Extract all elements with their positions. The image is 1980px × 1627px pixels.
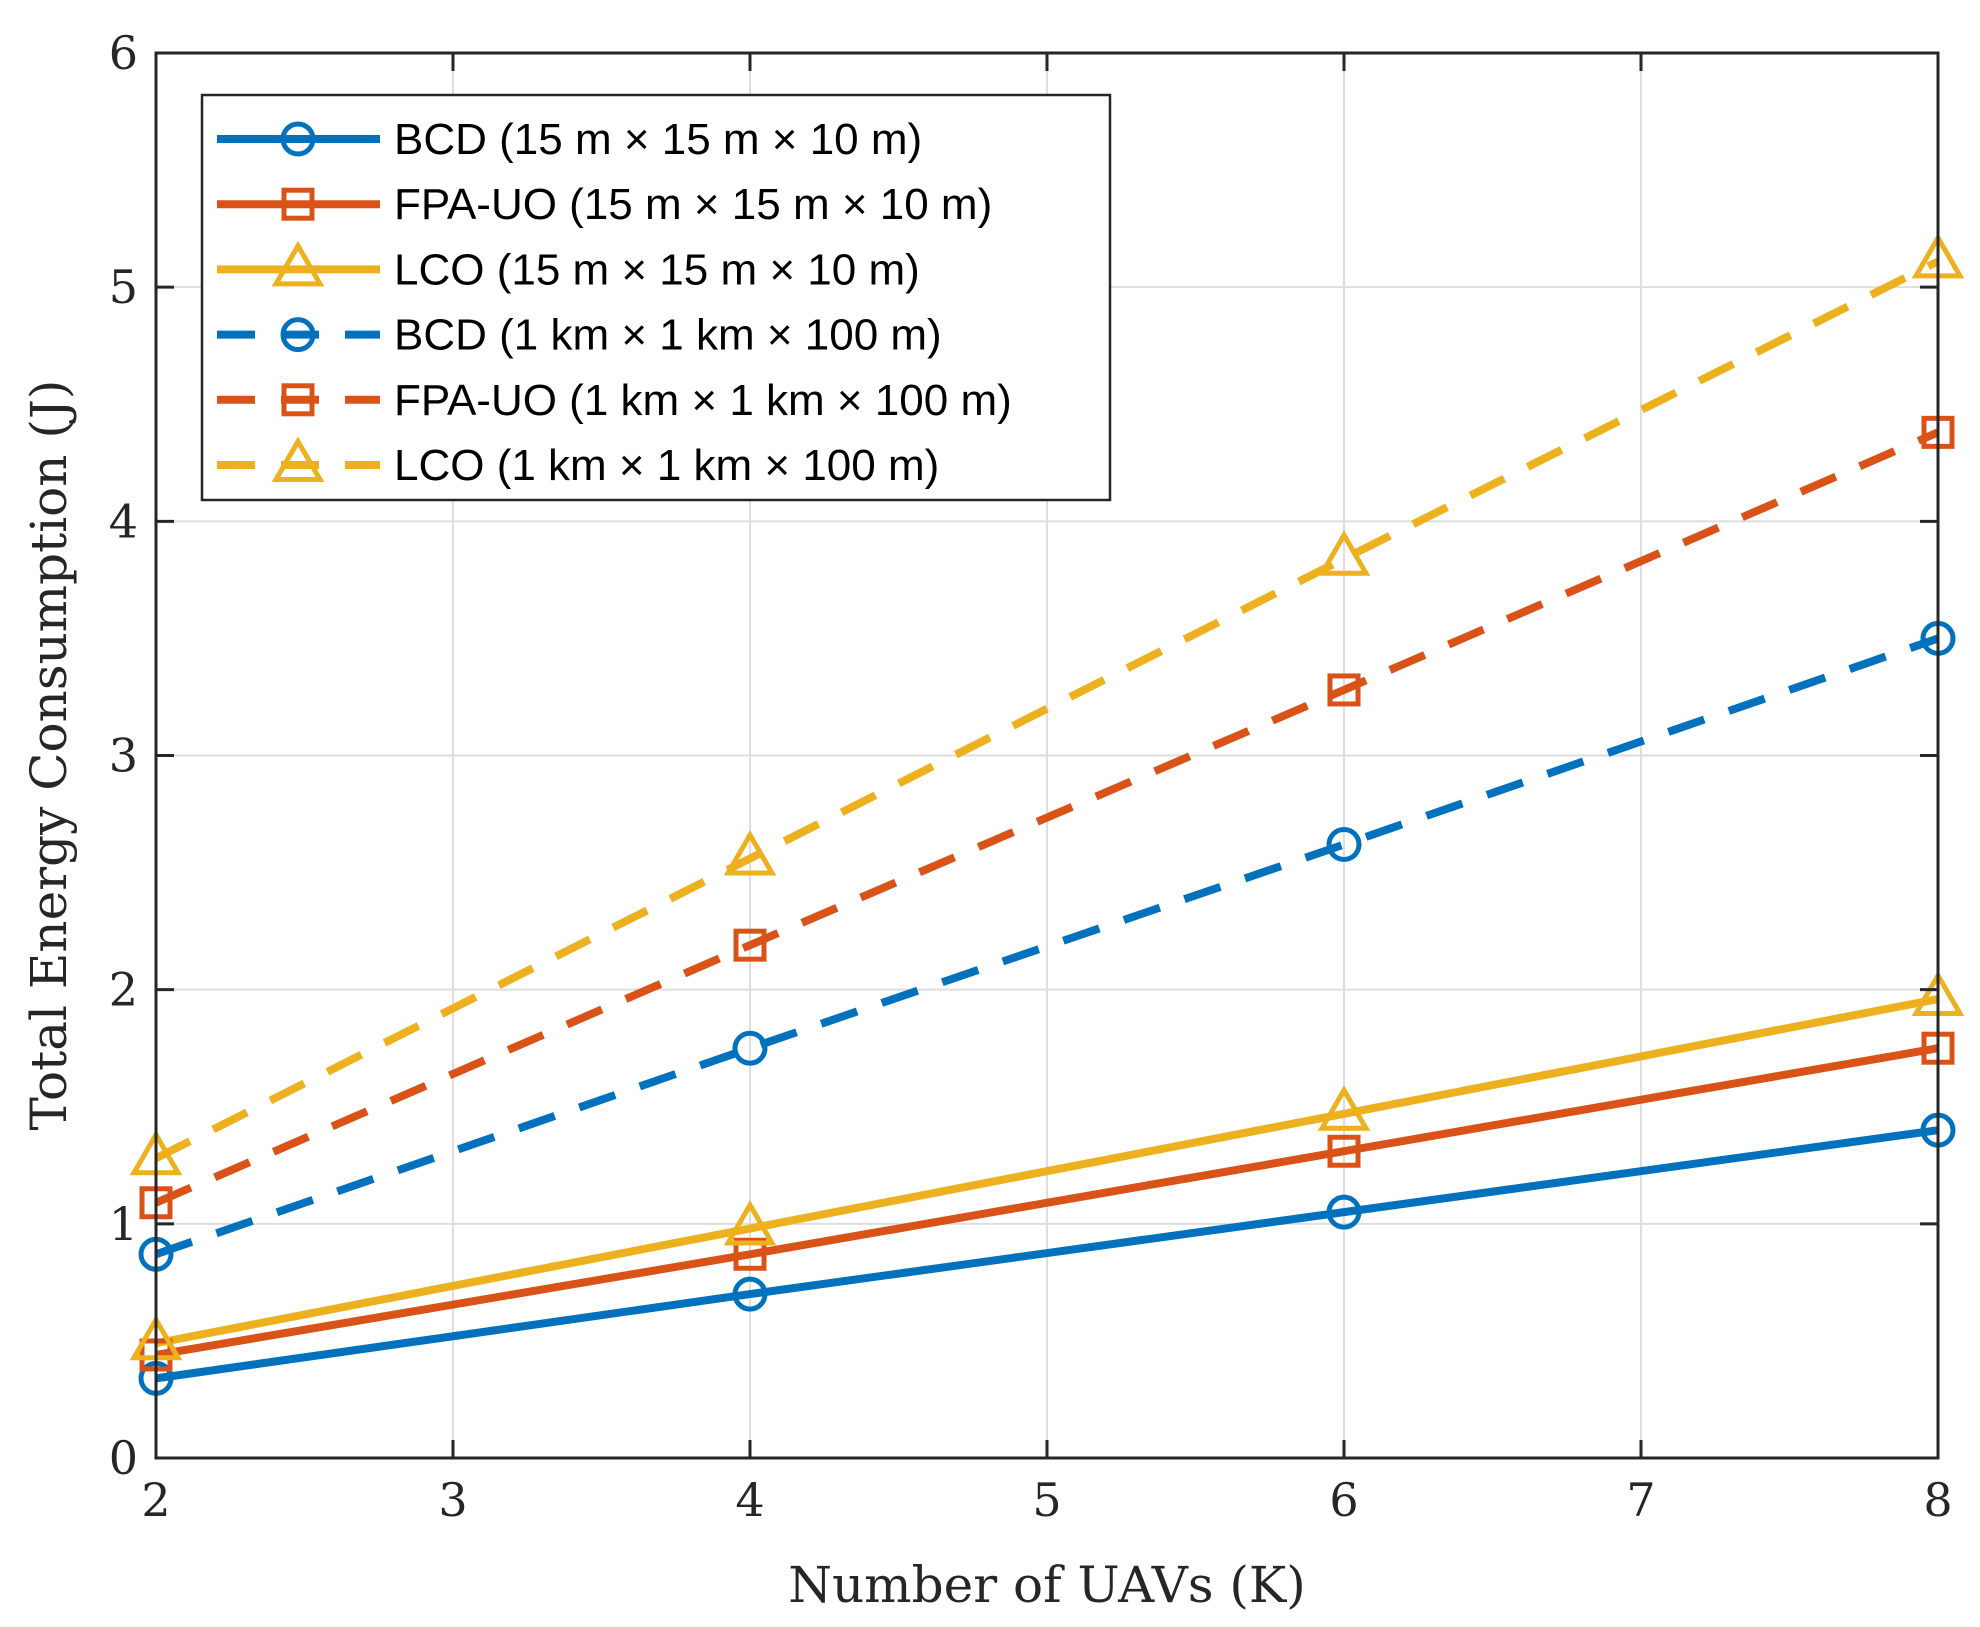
- series-line-3: [155, 995, 1939, 1348]
- legend-entry-4: BCD (1 km × 1 km × 100 m): [394, 311, 942, 360]
- x-tick-label: 3: [438, 1473, 467, 1527]
- legend-entry-6: LCO (1 km × 1 km × 100 m): [394, 441, 939, 490]
- y-tick-labels: 0 1 2 3 4 5 6: [109, 26, 138, 1485]
- legend-entry-1: BCD (15 m × 15 m × 10 m): [394, 115, 922, 164]
- data-point-series-1: [732, 1276, 768, 1312]
- series-line-6: [154, 257, 1940, 1162]
- legend-marker-3: [271, 240, 325, 287]
- x-tick-labels: 2 3 4 5 6 7 8: [141, 1473, 1952, 1527]
- legend-box: [200, 93, 1112, 502]
- y-tick-label: 4: [109, 494, 138, 548]
- legend-marker-2: [281, 187, 315, 221]
- x-axis-label: Number of UAVs (K): [788, 1556, 1306, 1614]
- x-tick-label: 4: [735, 1473, 764, 1527]
- data-point-series-2: [1327, 1134, 1361, 1168]
- legend-entry-2: FPA-UO (15 m × 15 m × 10 m): [394, 180, 992, 229]
- data-point-series-6: [1317, 530, 1371, 576]
- legend-marker-1: [280, 121, 316, 157]
- x-tick-label: 7: [1626, 1473, 1655, 1527]
- series-line-2: [155, 1044, 1939, 1359]
- legend-entry-5: FPA-UO (1 km × 1 km × 100 m): [394, 376, 1012, 425]
- axis-ticks: [154, 51, 1940, 1460]
- legend-marker-5: [281, 383, 315, 417]
- y-tick-label: 5: [109, 260, 138, 314]
- data-point-series-3: [723, 1199, 777, 1246]
- data-point-series-5: [1327, 673, 1361, 707]
- data-point-series-2: [733, 1237, 767, 1271]
- x-tick-label: 2: [141, 1473, 170, 1527]
- data-point-series-5: [733, 928, 767, 962]
- y-tick-label: 3: [109, 729, 138, 783]
- legend: BCD (15 m × 15 m × 10 m) FPA-UO (15 m × 1…: [200, 93, 1112, 502]
- data-point-series-6: [723, 829, 777, 876]
- data-point-series-3: [1317, 1085, 1371, 1131]
- legend-entry-3: LCO (15 m × 15 m × 10 m): [394, 245, 920, 294]
- legend-marker-6: [271, 436, 325, 482]
- y-axis-label: Total Energy Consumption (J): [20, 380, 78, 1131]
- series-line-4: [154, 634, 1940, 1259]
- legend-marker-4: [280, 317, 316, 353]
- y-tick-label: 1: [109, 1197, 138, 1251]
- y-tick-label: 6: [109, 26, 138, 80]
- series-line-5: [154, 428, 1940, 1207]
- x-tick-label: 5: [1032, 1473, 1061, 1527]
- x-tick-label: 6: [1329, 1473, 1358, 1527]
- y-tick-label: 0: [109, 1431, 138, 1485]
- data-point-series-1: [1326, 1194, 1362, 1230]
- series-line-1: [155, 1126, 1939, 1383]
- data-point-series-4: [732, 1030, 768, 1066]
- x-tick-label: 8: [1923, 1473, 1952, 1527]
- series-lines: [154, 257, 1940, 1383]
- y-tick-label: 2: [109, 963, 138, 1017]
- data-point-series-4: [1326, 826, 1362, 862]
